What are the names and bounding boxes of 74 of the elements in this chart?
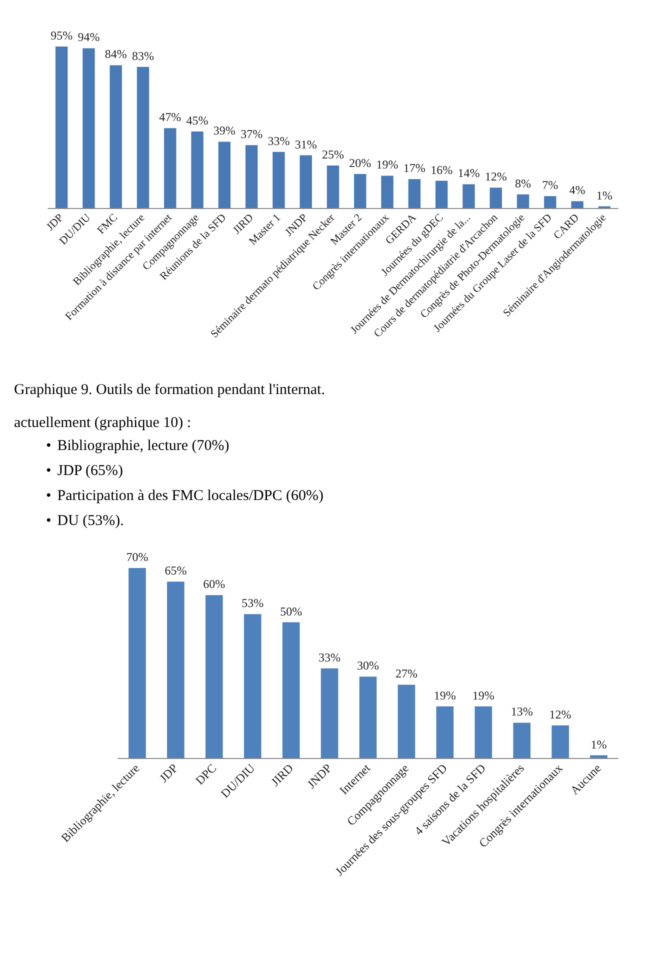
data-label: 33% <box>318 650 341 664</box>
bar <box>300 155 312 208</box>
bar <box>552 725 569 758</box>
bar <box>590 755 608 758</box>
data-label: 65% <box>164 564 187 578</box>
data-label: 39% <box>213 124 236 138</box>
text: actuellement (graphique 10) : <box>14 415 192 432</box>
data-label: 14% <box>458 166 480 180</box>
data-label: 25% <box>322 148 344 162</box>
data-label: 33% <box>268 134 290 148</box>
bar <box>381 176 394 208</box>
data-label: 47% <box>159 110 182 124</box>
data-label: 70% <box>126 550 148 564</box>
bar <box>359 676 377 758</box>
bar <box>516 194 530 208</box>
data-label: 53% <box>242 596 264 610</box>
data-label: 60% <box>203 577 226 592</box>
text: Graphique 9. Outils de formation pendant l'internat. <box>14 382 326 399</box>
bar <box>354 174 366 208</box>
data-label: 1% <box>590 737 607 752</box>
data-label: 19% <box>472 688 494 702</box>
text: • DU (53%). <box>46 513 125 530</box>
bar <box>110 65 122 208</box>
bar <box>435 180 448 208</box>
text: • Participation à des FMC locales/DPC (60%) <box>46 488 324 505</box>
bar <box>191 132 204 208</box>
bar <box>474 706 492 758</box>
x-tick-label: JDP <box>156 760 181 786</box>
data-label: 12% <box>549 707 572 722</box>
data-label: 84% <box>104 47 127 62</box>
data-label: 1% <box>596 188 612 202</box>
data-label: 31% <box>294 137 317 152</box>
data-label: 19% <box>434 688 456 702</box>
bar <box>136 66 150 208</box>
bar <box>272 152 285 208</box>
bar <box>206 595 223 758</box>
data-label: 19% <box>376 158 398 172</box>
data-label: 50% <box>280 604 302 618</box>
data-label: 17% <box>403 161 426 176</box>
text: • Bibliographie, lecture (70%) <box>46 438 230 455</box>
data-label: 7% <box>542 178 558 192</box>
bar <box>55 46 68 208</box>
bar <box>326 166 340 208</box>
data-label: 83% <box>132 48 154 63</box>
bar <box>544 196 556 208</box>
data-label: 4% <box>569 183 586 198</box>
bar <box>82 48 95 208</box>
data-label: 13% <box>510 704 533 719</box>
bar <box>167 582 184 758</box>
bar <box>164 128 176 208</box>
data-label: 30% <box>357 658 379 673</box>
bar <box>571 201 584 208</box>
bar <box>245 145 258 208</box>
bar <box>408 179 421 208</box>
bar <box>462 184 475 208</box>
data-label: 12% <box>484 170 507 184</box>
bar <box>218 142 231 208</box>
data-label: 8% <box>515 176 531 190</box>
data-label: 94% <box>78 30 100 44</box>
text: • JDP (65%) <box>46 463 124 480</box>
data-label: 45% <box>186 114 208 128</box>
bar <box>436 706 454 758</box>
bar <box>490 188 502 208</box>
bar <box>320 668 338 758</box>
data-label: 20% <box>349 156 372 170</box>
bar <box>398 684 416 758</box>
data-label: 95% <box>50 28 73 42</box>
data-label: 27% <box>395 666 418 681</box>
data-label: 37% <box>240 127 263 142</box>
bar <box>513 722 530 758</box>
bar <box>128 568 146 758</box>
bar <box>282 622 300 758</box>
data-label: 16% <box>430 162 453 177</box>
bar <box>244 614 262 758</box>
